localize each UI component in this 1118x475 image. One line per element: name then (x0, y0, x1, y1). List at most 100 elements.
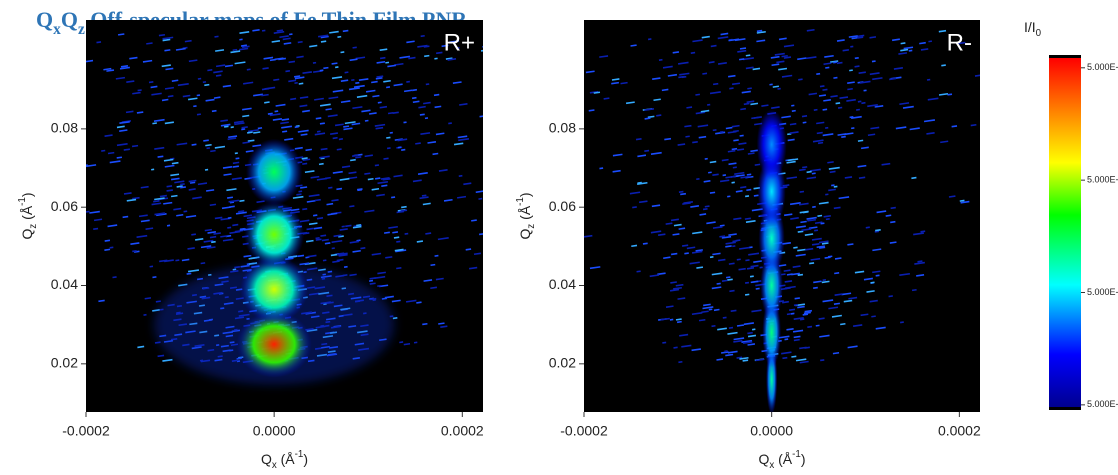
speckle (352, 225, 362, 229)
speckle (740, 107, 746, 111)
speckle (425, 83, 430, 86)
text-part: (Å (774, 451, 793, 467)
speckle (315, 238, 322, 241)
speckle (397, 146, 402, 149)
speckle (320, 35, 329, 39)
speckle (650, 151, 662, 156)
speckle (927, 97, 939, 101)
speckle (412, 100, 420, 104)
speckle (684, 252, 689, 255)
speckle (691, 250, 703, 254)
speckle (369, 277, 376, 280)
speckle (702, 72, 708, 75)
speckle (819, 85, 825, 88)
speckle (923, 119, 936, 123)
speckle (404, 232, 409, 235)
speckle (154, 212, 166, 216)
speckle (305, 148, 312, 152)
speckle (538, 80, 541, 82)
speckle (708, 308, 713, 311)
speckle (453, 142, 464, 146)
speckle (231, 177, 242, 181)
speckle (176, 185, 183, 188)
speckle (283, 42, 292, 45)
speckle (22, 67, 32, 70)
speckle (662, 65, 673, 69)
speckle (745, 54, 751, 57)
speckle (960, 200, 970, 204)
speckle (729, 289, 735, 293)
speckle (403, 121, 407, 124)
speckle (308, 222, 318, 226)
colorbar (1049, 58, 1081, 407)
speckle (676, 320, 682, 324)
speckle (123, 148, 130, 151)
speckle (332, 170, 343, 174)
speckle (478, 197, 483, 200)
speckle (660, 317, 670, 321)
speckle (816, 131, 823, 135)
speckle (107, 151, 115, 155)
speckle (833, 76, 838, 79)
speckle (116, 125, 125, 129)
speckle (818, 201, 829, 205)
speckle (539, 57, 548, 60)
speckle (746, 267, 755, 270)
speckle (394, 248, 404, 252)
speckle (706, 221, 716, 225)
speckle (314, 198, 321, 202)
speckle (620, 81, 628, 85)
x-axis-label: Qx (Å-1) (261, 449, 308, 471)
speckle (680, 192, 687, 196)
speckle (115, 76, 126, 80)
speckle (725, 353, 734, 357)
speckle (435, 277, 444, 281)
speckle (222, 238, 234, 242)
speckle (86, 164, 88, 167)
speckle (793, 317, 804, 321)
speckle (712, 252, 721, 256)
speckle (940, 140, 949, 144)
speckle (821, 280, 830, 284)
speckle (798, 202, 809, 206)
speckle (411, 96, 417, 100)
speckle (204, 228, 213, 232)
speckle (849, 69, 853, 72)
speckle (895, 126, 907, 130)
plot-background (584, 20, 980, 412)
speckle (917, 260, 923, 263)
speckle (343, 127, 353, 131)
speckle (275, 103, 286, 107)
speckle (721, 158, 729, 162)
speckle (235, 211, 247, 215)
speckle (185, 214, 197, 218)
speckle (499, 174, 507, 177)
speckle (754, 163, 761, 166)
y-axis-label: Qz (Å-1) (17, 192, 39, 239)
speckle (392, 316, 398, 320)
speckle (365, 89, 376, 93)
speckle (728, 74, 736, 78)
x-tick-label: 0.0002 (938, 423, 981, 439)
speckle (673, 346, 678, 349)
speckle (725, 126, 733, 130)
speckle (264, 101, 270, 104)
speckle (637, 181, 648, 185)
speckle (213, 96, 221, 99)
speckle (709, 91, 721, 95)
speckle (310, 175, 320, 179)
speckle (847, 81, 855, 84)
text-part: 0 (1036, 28, 1042, 39)
speckle (709, 256, 714, 259)
speckle (345, 224, 352, 228)
speckle (629, 191, 641, 195)
speckle (703, 180, 711, 183)
speckle (305, 239, 314, 243)
speckle (154, 341, 161, 344)
speckle (793, 303, 799, 307)
speckle (728, 162, 737, 166)
speckle (387, 64, 396, 68)
speckle (148, 81, 154, 84)
speckle (119, 66, 130, 70)
speckle (731, 181, 735, 184)
